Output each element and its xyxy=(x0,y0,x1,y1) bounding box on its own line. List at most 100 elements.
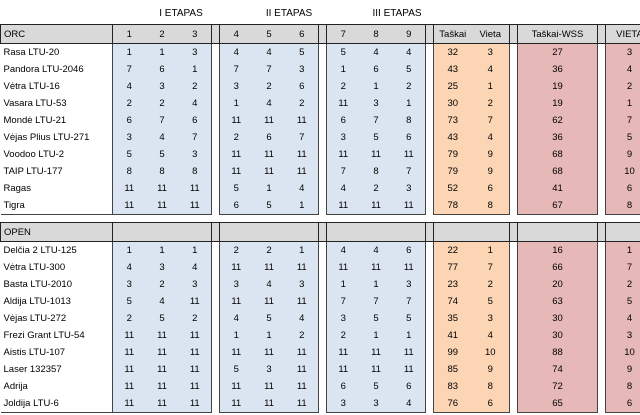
table-row: Rasa LTU-20 1 1 3 4 4 5 5 4 4 32 3 27 3 xyxy=(1,43,640,61)
boat-name: Vėjas Plius LTU-271 xyxy=(3,131,90,143)
column-gap xyxy=(211,43,220,61)
race-result: 11 xyxy=(219,293,253,310)
boat-name: Vėtra LTU-300 xyxy=(3,261,66,273)
boat-name: Ragas xyxy=(3,182,31,194)
column-gap xyxy=(425,24,434,44)
column-gap xyxy=(211,276,220,293)
race-result: 1 xyxy=(112,43,146,61)
race-result: 11 xyxy=(252,344,286,361)
race-result: 6 xyxy=(392,241,426,259)
race-result: 4 xyxy=(219,310,253,327)
table-row: Adrija 11 11 11 11 11 11 6 5 6 83 8 72 8 xyxy=(1,378,640,395)
race-result: 11 xyxy=(359,197,393,215)
vieta-caps-value: 4 xyxy=(605,310,640,327)
race-number-header: 6 xyxy=(285,24,319,44)
column-gap xyxy=(425,327,434,344)
race-result: 6 xyxy=(252,129,286,146)
race-result: 3 xyxy=(326,395,360,413)
vieta-caps-header xyxy=(605,222,640,242)
race-result: 2 xyxy=(178,310,212,327)
race-result: 7 xyxy=(178,129,212,146)
table-row: Aistis LTU-107 11 11 11 11 11 11 11 11 11 99 10 88 10 xyxy=(1,344,640,361)
race-result: 5 xyxy=(359,129,393,146)
vieta-value: 3 xyxy=(471,43,510,61)
taskai-value: 79 xyxy=(433,163,472,180)
vieta-caps-value: 5 xyxy=(605,293,640,310)
race-result: 5 xyxy=(252,197,286,215)
vieta-caps-value: 8 xyxy=(605,378,640,395)
column-gap xyxy=(318,293,327,310)
column-gap xyxy=(597,241,606,259)
column-gap xyxy=(425,395,434,413)
vieta-caps-value: 3 xyxy=(605,327,640,344)
race-result: 11 xyxy=(326,344,360,361)
race-result: 2 xyxy=(392,78,426,95)
column-gap xyxy=(425,163,434,180)
column-gap xyxy=(509,24,518,44)
race-number-header: 3 xyxy=(178,24,212,44)
race-result: 1 xyxy=(326,61,360,78)
column-gap xyxy=(509,361,518,378)
race-result: 2 xyxy=(178,78,212,95)
vieta-caps-value: 1 xyxy=(605,95,640,112)
taskai-wss-value: 30 xyxy=(517,310,598,327)
column-gap xyxy=(597,259,606,276)
vieta-value: 6 xyxy=(471,395,510,413)
vieta-value: 7 xyxy=(471,112,510,129)
race-result: 11 xyxy=(145,361,179,378)
vieta-caps-value: 2 xyxy=(605,276,640,293)
column-gap xyxy=(597,222,606,242)
column-gap xyxy=(425,180,434,197)
race-result: 11 xyxy=(252,259,286,276)
race-number-header xyxy=(112,222,146,242)
race-result: 5 xyxy=(252,310,286,327)
vieta-value: 7 xyxy=(471,259,510,276)
race-result: 1 xyxy=(219,327,253,344)
column-gap xyxy=(425,61,434,78)
column-gap xyxy=(425,146,434,163)
race-result: 11 xyxy=(145,197,179,215)
race-result: 7 xyxy=(359,112,393,129)
race-result: 2 xyxy=(219,129,253,146)
taskai-value: 43 xyxy=(433,129,472,146)
etapas-1-caption: I ETAPAS xyxy=(159,8,203,19)
race-result: 11 xyxy=(219,163,253,180)
column-gap xyxy=(509,378,518,395)
race-result: 1 xyxy=(252,180,286,197)
race-result: 7 xyxy=(326,293,360,310)
table-row: Vėjas Plius LTU-271 3 4 7 2 6 7 3 5 6 43 4 36 5 xyxy=(1,129,640,146)
race-result: 7 xyxy=(219,61,253,78)
vieta-caps-value: 3 xyxy=(605,43,640,61)
column-gap xyxy=(509,95,518,112)
taskai-wss-value: 68 xyxy=(517,163,598,180)
race-result: 1 xyxy=(359,327,393,344)
race-result: 11 xyxy=(252,163,286,180)
taskai-wss-value: 41 xyxy=(517,180,598,197)
vieta-caps-value: 2 xyxy=(605,78,640,95)
race-result: 11 xyxy=(285,293,319,310)
race-result: 5 xyxy=(112,146,146,163)
race-result: 3 xyxy=(112,276,146,293)
column-gap xyxy=(211,95,220,112)
race-result: 11 xyxy=(252,112,286,129)
taskai-value: 74 xyxy=(433,293,472,310)
race-result: 3 xyxy=(178,276,212,293)
taskai-wss-header: Taškai-WSS xyxy=(517,24,598,44)
race-result: 11 xyxy=(326,361,360,378)
race-result: 8 xyxy=(359,163,393,180)
column-gap xyxy=(211,112,220,129)
column-gap xyxy=(597,146,606,163)
column-gap xyxy=(211,327,220,344)
race-result: 11 xyxy=(359,146,393,163)
race-result: 7 xyxy=(359,293,393,310)
column-gap xyxy=(597,197,606,215)
race-number-header xyxy=(219,222,253,242)
race-result: 1 xyxy=(392,327,426,344)
race-result: 11 xyxy=(145,180,179,197)
taskai-wss-value: 65 xyxy=(517,395,598,413)
race-result: 4 xyxy=(326,180,360,197)
taskai-value: 99 xyxy=(433,344,472,361)
race-result: 1 xyxy=(392,95,426,112)
race-result: 4 xyxy=(359,241,393,259)
race-result: 5 xyxy=(285,43,319,61)
